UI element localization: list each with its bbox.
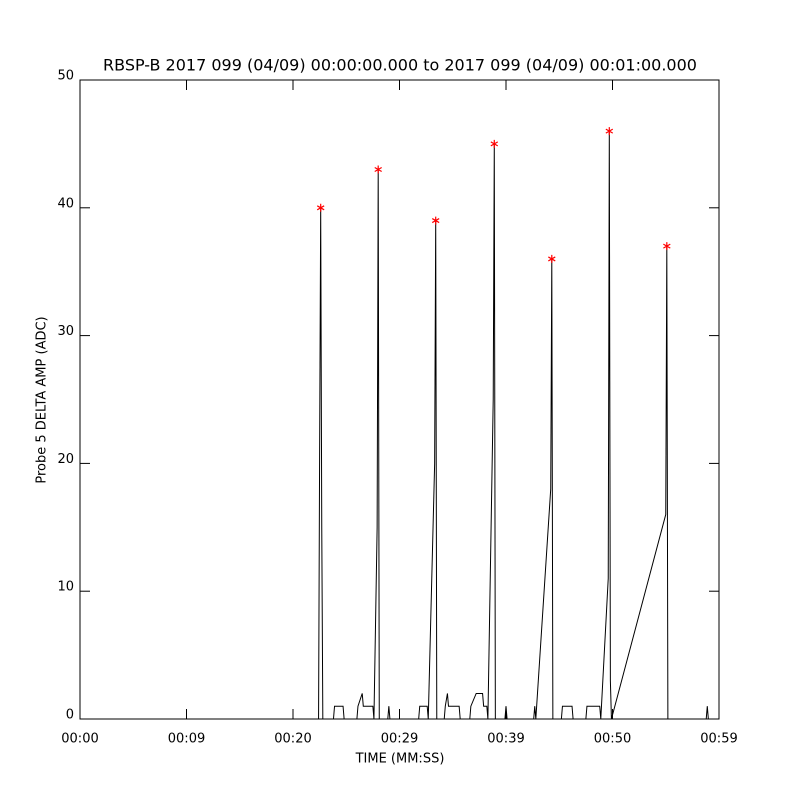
data-line (80, 131, 709, 720)
x-tick-label: 00:20 (274, 732, 311, 747)
peak-marker (316, 203, 325, 212)
peak-marker (548, 254, 556, 263)
peak-marker (431, 216, 440, 225)
peak-marker (605, 127, 614, 136)
peak-marker (490, 139, 499, 148)
peak-marker (374, 165, 382, 174)
x-tick-label: 00:29 (381, 732, 418, 747)
peak-marker (663, 242, 671, 251)
y-axis-label: Probe 5 DELTA AMP (ADC) (35, 316, 50, 483)
y-tick-label: 50 (57, 69, 74, 84)
y-tick-label: 30 (57, 324, 74, 339)
y-tick-label: 10 (57, 580, 74, 595)
x-tick-label: 00:59 (700, 732, 737, 747)
x-tick-label: 00:00 (61, 732, 98, 747)
plot-frame (79, 79, 720, 720)
x-tick-label: 00:39 (487, 732, 524, 747)
y-tick-label: 0 (66, 708, 74, 723)
y-tick-label: 40 (57, 196, 74, 211)
x-axis-label: TIME (MM:SS) (355, 752, 445, 767)
x-tick-label: 00:09 (168, 732, 205, 747)
x-tick-label: 00:50 (594, 732, 631, 747)
chart-title: RBSP-B 2017 099 (04/09) 00:00:00.000 to … (103, 56, 697, 75)
y-tick-label: 20 (57, 452, 74, 467)
